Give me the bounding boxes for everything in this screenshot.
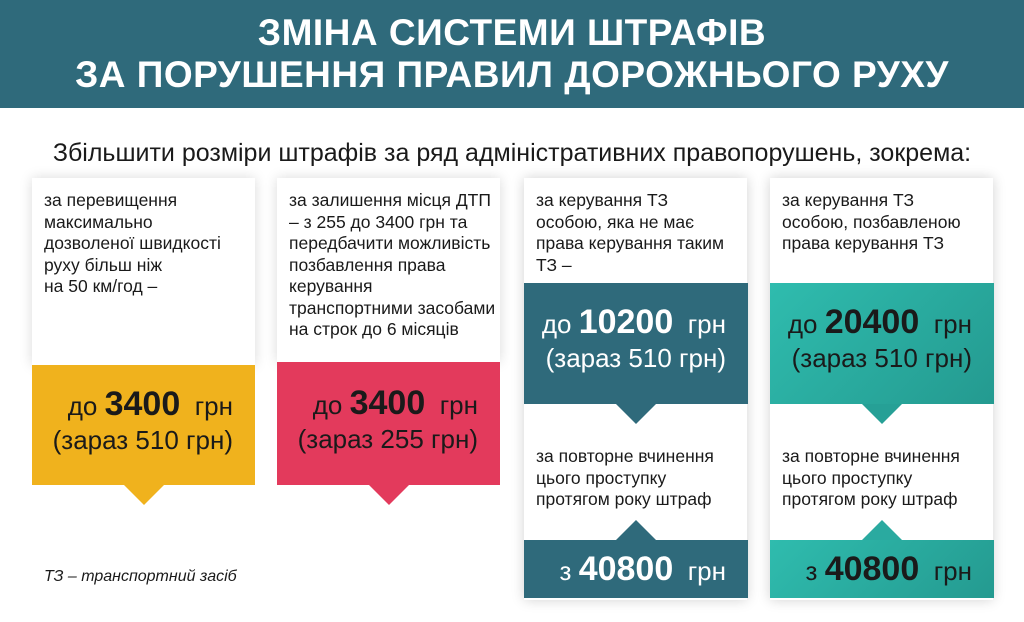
amount-value: 10200	[578, 303, 674, 341]
repeat-description: за повторне вчинення цього проступку про…	[782, 446, 960, 509]
arrow-up-icon	[616, 520, 656, 540]
subtitle: Збільшити розміри штрафів за ряд адмініс…	[52, 139, 972, 167]
repeat-amount-box: з 40800 грн	[770, 540, 994, 598]
amount-value: 40800	[824, 550, 920, 588]
amount-unit: грн	[194, 391, 233, 421]
fine-description: за перевищення максимально дозволеної шв…	[44, 190, 221, 296]
amount-unit: грн	[933, 556, 972, 586]
amount-value: 40800	[578, 550, 674, 588]
fine-amount-box: до 3400 грн (зараз 510 грн)	[32, 365, 255, 485]
arrow-down-icon	[616, 404, 656, 424]
fine-amount-box: до 3400 грн (зараз 255 грн)	[277, 362, 500, 485]
fine-amount-box: до 10200 грн (зараз 510 грн)	[524, 283, 748, 404]
current-amount: (зараз 510 грн)	[52, 425, 233, 455]
fine-card-speeding: за перевищення максимально дозволеної шв…	[32, 178, 255, 508]
fine-card-leaving-accident: за залишення місця ДТП – з 255 до 3400 г…	[277, 178, 500, 508]
current-amount: (зараз 510 грн)	[545, 343, 726, 373]
fine-description: за залишення місця ДТП – з 255 до 3400 г…	[289, 190, 496, 339]
amount-unit: грн	[439, 390, 478, 420]
fine-description: за керування ТЗ особою, яка не має права…	[536, 190, 725, 275]
arrow-down-icon	[369, 485, 409, 505]
amount-unit: грн	[687, 556, 726, 586]
amount-value: 3400	[104, 385, 181, 423]
current-amount: (зараз 255 грн)	[297, 424, 478, 454]
fine-card-no-license: за керування ТЗ особою, яка не має права…	[524, 178, 748, 600]
amount-prefix: до	[312, 390, 343, 420]
amount-prefix: до	[787, 309, 818, 339]
fine-description: за керування ТЗ особою, позбавленою прав…	[782, 190, 961, 253]
amount-value: 20400	[824, 303, 920, 341]
footnote: ТЗ – транспортний засіб	[44, 568, 237, 585]
amount-unit: грн	[687, 309, 726, 339]
current-amount: (зараз 510 грн)	[791, 343, 972, 373]
amount-prefix: до	[67, 391, 98, 421]
title-line-1: ЗМІНА СИСТЕМИ ШТРАФІВ	[257, 12, 767, 53]
arrow-up-icon	[862, 520, 902, 540]
repeat-amount-box: з 40800 грн	[524, 540, 748, 598]
amount-prefix: з	[805, 556, 818, 586]
title-banner: ЗМІНА СИСТЕМИ ШТРАФІВ ЗА ПОРУШЕННЯ ПРАВИ…	[0, 0, 1024, 108]
arrow-down-icon	[862, 404, 902, 424]
repeat-description: за повторне вчинення цього проступку про…	[536, 446, 714, 509]
amount-prefix: з	[559, 556, 572, 586]
fine-card-license-revoked: за керування ТЗ особою, позбавленою прав…	[770, 178, 994, 600]
amount-prefix: до	[541, 309, 572, 339]
fine-amount-box: до 20400 грн (зараз 510 грн)	[770, 283, 994, 404]
amount-unit: грн	[933, 309, 972, 339]
arrow-down-icon	[124, 485, 164, 505]
title-line-2: ЗА ПОРУШЕННЯ ПРАВИЛ ДОРОЖНЬОГО РУХУ	[75, 54, 949, 95]
amount-value: 3400	[349, 384, 426, 422]
